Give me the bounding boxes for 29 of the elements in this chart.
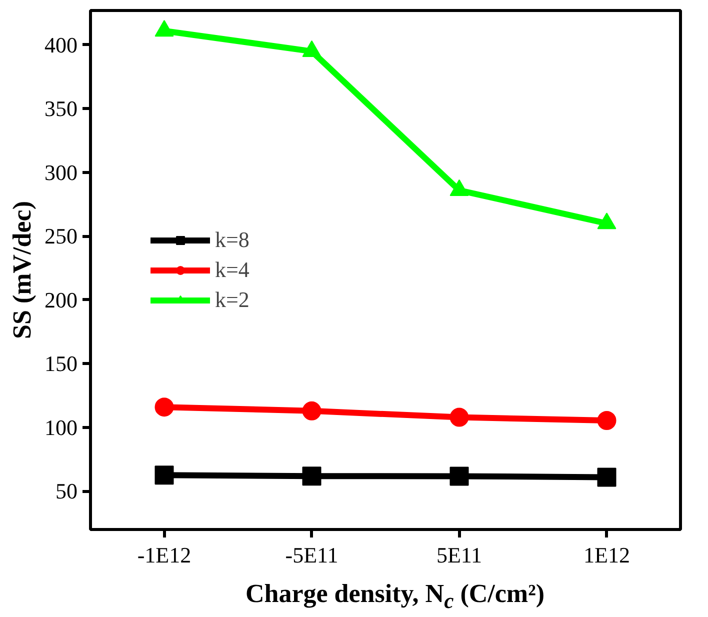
point (302, 40, 322, 57)
point (154, 398, 174, 417)
point (154, 466, 174, 485)
point (450, 179, 469, 196)
y-tick-label: 100 (44, 414, 78, 440)
point (597, 468, 616, 487)
y-tick-label: 350 (44, 96, 78, 122)
point (302, 401, 322, 420)
y-tick-label: 200 (44, 287, 78, 312)
point (302, 466, 322, 486)
y-tick-label: 400 (44, 32, 78, 58)
y-axis-title: SS (mV/dec) (8, 201, 36, 339)
legend-label: k=4 (215, 256, 250, 282)
x-axis-title: Charge density, N$_{c}$ (C/cm²) (245, 578, 545, 616)
x-tick-label: 5E11 (436, 542, 482, 568)
x-tick-label: -5E11 (285, 542, 338, 568)
y-tick-label: 300 (44, 160, 78, 185)
x-tick-label: -1E12 (137, 542, 192, 568)
x-tick-label: 1E12 (584, 542, 630, 568)
point (450, 408, 469, 427)
point (450, 466, 469, 486)
point (597, 410, 616, 430)
point (597, 212, 616, 230)
y-tick-label: 50 (56, 478, 78, 504)
y-tick-label: 250 (44, 224, 78, 249)
legend-label: k=8 (215, 226, 250, 252)
y-tick-label: 150 (44, 351, 78, 376)
point (154, 20, 174, 37)
legend-label: k=2 (215, 286, 250, 312)
